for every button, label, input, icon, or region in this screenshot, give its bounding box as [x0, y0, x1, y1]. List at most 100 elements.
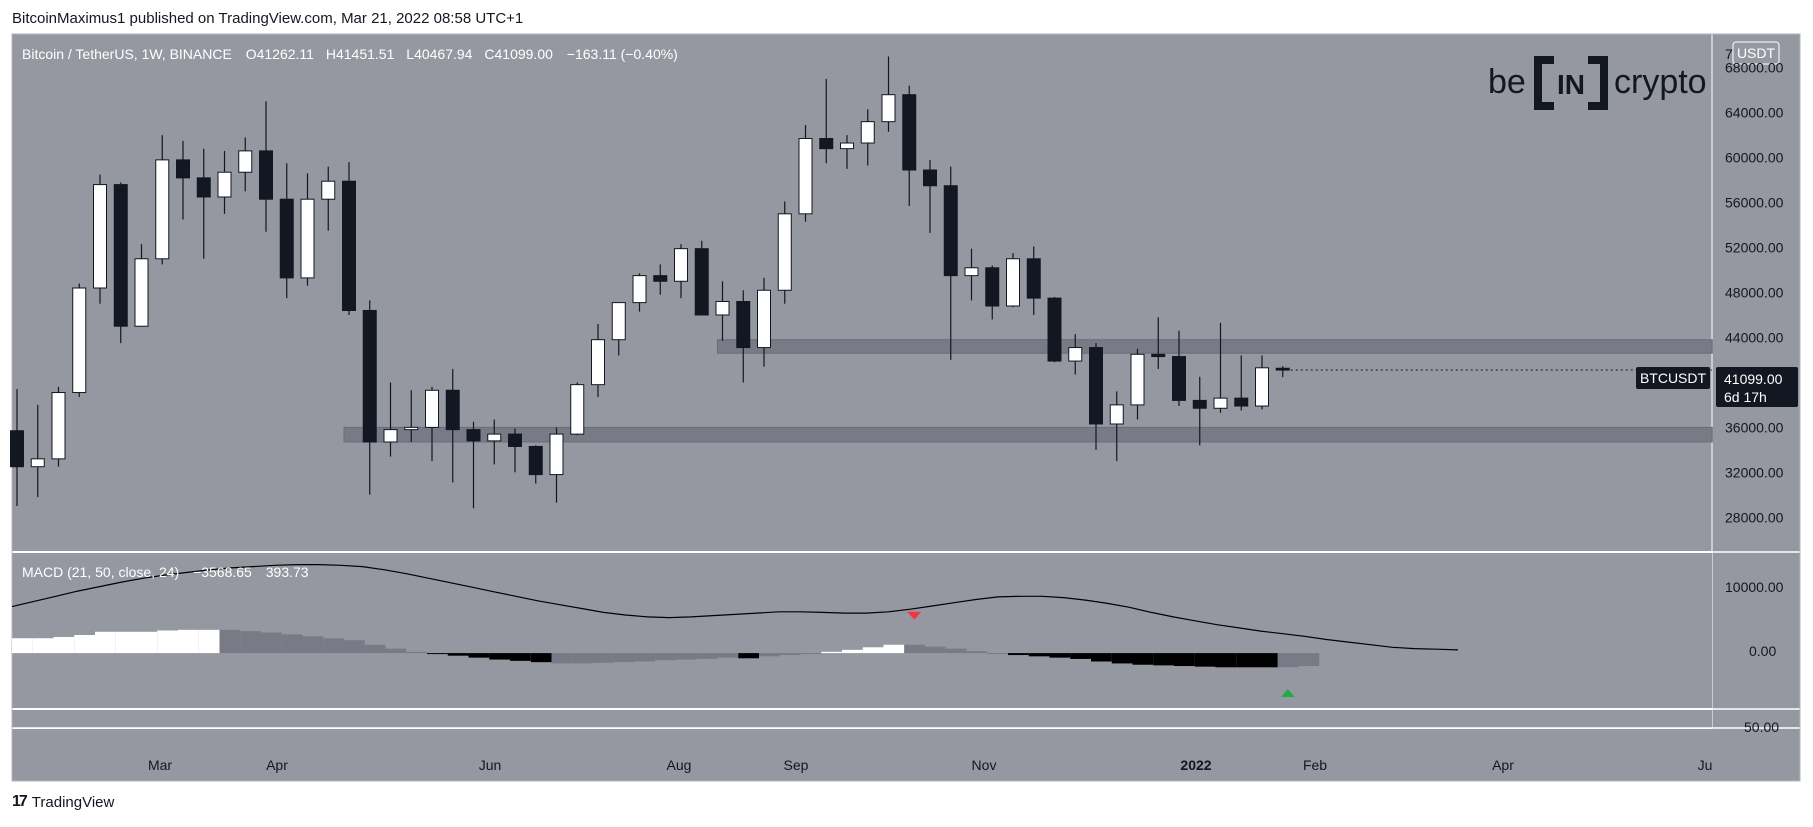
macd-title: MACD (21, 50, close, 24)	[22, 564, 179, 580]
candle[interactable]	[611, 302, 626, 356]
candle[interactable]	[1255, 355, 1269, 410]
candle[interactable]	[632, 273, 647, 312]
candle[interactable]	[134, 244, 149, 327]
macd-histogram	[12, 629, 1320, 668]
bottom-pane[interactable]	[12, 710, 1712, 728]
candle[interactable]	[1089, 343, 1103, 450]
candle[interactable]	[902, 85, 917, 206]
main-pane[interactable]	[12, 34, 1712, 551]
candle[interactable]	[30, 404, 45, 498]
macd-histogram-bar	[1298, 653, 1320, 667]
candle[interactable]	[1109, 391, 1124, 462]
time-axis[interactable]	[12, 729, 1800, 781]
candle[interactable]	[425, 386, 439, 462]
candle[interactable]	[51, 386, 66, 467]
candle[interactable]	[736, 290, 751, 383]
candle-body-down	[176, 159, 190, 179]
candle-body-up	[777, 213, 792, 291]
candle-body-down	[902, 94, 917, 171]
candle[interactable]	[466, 421, 481, 509]
candle[interactable]	[694, 240, 709, 316]
candle[interactable]	[217, 150, 232, 214]
macd-pane[interactable]	[12, 553, 1712, 708]
candle[interactable]	[383, 382, 398, 457]
candle[interactable]	[196, 148, 211, 259]
candle[interactable]	[674, 244, 688, 299]
candle[interactable]	[715, 281, 730, 341]
candle[interactable]	[1068, 334, 1083, 375]
candle[interactable]	[300, 173, 315, 286]
macd-hist-value: −3568.65	[193, 564, 252, 580]
footer-brand[interactable]: 17 TradingView	[12, 793, 114, 811]
candle-body-down	[1151, 353, 1166, 358]
candle[interactable]	[10, 389, 24, 507]
macd-histogram-bar	[302, 636, 324, 654]
price-axis-label: 28000.00	[1725, 509, 1784, 525]
candle[interactable]	[798, 125, 813, 222]
candle[interactable]	[1006, 253, 1020, 308]
time-label: Apr	[1492, 757, 1514, 773]
macd-histogram-bar	[613, 653, 635, 663]
candle[interactable]	[985, 265, 1000, 320]
candle[interactable]	[1234, 355, 1249, 411]
candle[interactable]	[1026, 246, 1041, 315]
candle[interactable]	[570, 382, 585, 436]
candle[interactable]	[840, 135, 854, 169]
time-label: Apr	[266, 757, 288, 773]
macd-histogram-bar	[1111, 653, 1133, 664]
candle[interactable]	[923, 159, 937, 233]
candle[interactable]	[93, 174, 107, 304]
candle[interactable]	[342, 162, 356, 315]
candle[interactable]	[1047, 296, 1062, 363]
candle[interactable]	[777, 201, 792, 304]
candle[interactable]	[362, 300, 377, 495]
macd-histogram-bar	[219, 629, 241, 654]
candle[interactable]	[653, 264, 668, 295]
candle[interactable]	[321, 166, 336, 231]
candle[interactable]	[528, 445, 543, 484]
candle[interactable]	[155, 135, 170, 265]
candle-body-up	[93, 184, 107, 289]
publish-line: BitcoinMaximus1 published on TradingView…	[12, 10, 524, 27]
candle[interactable]	[508, 428, 522, 473]
candle[interactable]	[259, 101, 273, 232]
svg-text:IN: IN	[1557, 69, 1585, 100]
chart[interactable]: Bitcoin / TetherUS, 1W, BINANCE O41262.1…	[0, 0, 1813, 790]
macd-histogram-bar	[1194, 653, 1216, 667]
macd-histogram-bar	[32, 638, 54, 654]
macd-histogram-bar	[406, 651, 427, 654]
candle[interactable]	[1275, 366, 1290, 378]
candle[interactable]	[1130, 348, 1145, 420]
currency-badge[interactable]	[1732, 41, 1780, 65]
macd-histogram-bar	[1028, 653, 1050, 657]
candle-body-up	[611, 302, 626, 341]
candle[interactable]	[549, 427, 564, 503]
macd-histogram-bar	[1132, 653, 1154, 665]
candle[interactable]	[757, 277, 771, 367]
candle[interactable]	[176, 140, 190, 220]
candle[interactable]	[72, 283, 87, 398]
macd-histogram-bar	[385, 648, 407, 654]
candle[interactable]	[1192, 376, 1207, 446]
candle[interactable]	[819, 78, 834, 164]
candle[interactable]	[487, 419, 502, 465]
candle[interactable]	[1151, 317, 1166, 369]
candle[interactable]	[279, 163, 294, 299]
candle[interactable]	[943, 166, 958, 360]
candle[interactable]	[238, 137, 253, 192]
macd-histogram-bar	[198, 629, 220, 654]
candle[interactable]	[404, 390, 419, 442]
candle[interactable]	[1213, 322, 1228, 413]
legend-close: 41099.00	[495, 46, 554, 62]
candle[interactable]	[860, 109, 875, 166]
candle[interactable]	[881, 56, 896, 132]
macd-histogram-bar	[655, 653, 676, 661]
macd-histogram-bar	[157, 630, 178, 654]
candle[interactable]	[964, 248, 979, 301]
candle[interactable]	[445, 368, 460, 483]
price-axis-label: 60000.00	[1725, 150, 1784, 166]
candle[interactable]	[1172, 330, 1186, 407]
candle[interactable]	[591, 323, 605, 398]
candle-body-up	[674, 248, 688, 282]
candle[interactable]	[113, 182, 128, 344]
